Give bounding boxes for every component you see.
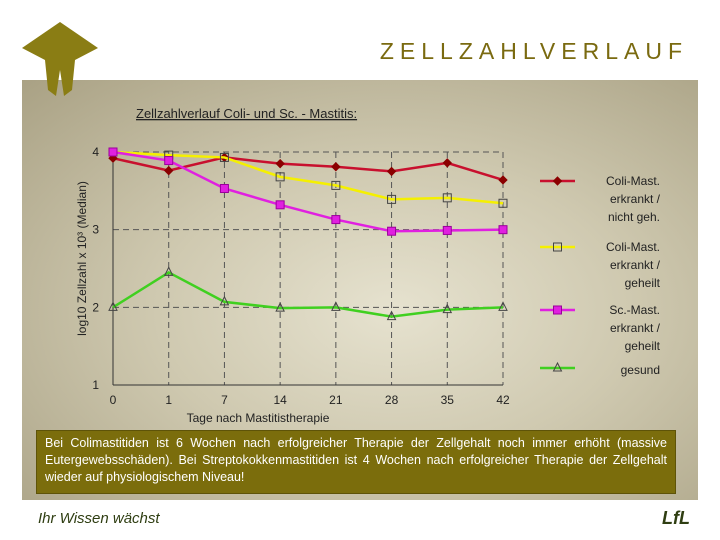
legend-marker bbox=[552, 361, 563, 372]
data-point bbox=[387, 226, 397, 236]
legend-marker bbox=[552, 176, 563, 186]
data-point bbox=[219, 184, 229, 194]
footer-slogan: Ihr Wissen wächst bbox=[38, 510, 160, 527]
data-point bbox=[275, 172, 285, 182]
x-tick-label: 7 bbox=[221, 393, 228, 407]
data-point bbox=[275, 158, 285, 169]
y-tick-label: 1 bbox=[92, 378, 99, 392]
data-point bbox=[498, 198, 508, 208]
x-tick-label: 14 bbox=[273, 393, 287, 407]
data-point bbox=[108, 147, 118, 157]
chart-title: Zellzahlverlauf Coli- und Sc. - Mastitis… bbox=[136, 106, 357, 121]
legend-label: gesund bbox=[621, 363, 660, 377]
data-point bbox=[275, 200, 285, 210]
series-line-0 bbox=[112, 156, 504, 182]
data-point bbox=[331, 180, 341, 190]
series-line-1 bbox=[112, 150, 504, 205]
data-point bbox=[164, 165, 174, 176]
data-point bbox=[498, 225, 508, 235]
x-tick-label: 21 bbox=[329, 393, 343, 407]
legend-label: Sc.-Mast. bbox=[609, 303, 660, 317]
series-line-3 bbox=[112, 270, 504, 318]
x-tick-label: 42 bbox=[496, 393, 510, 407]
series-line-2 bbox=[112, 150, 504, 233]
data-point bbox=[387, 194, 397, 204]
page-title: ZELLZAHLVERLAUF bbox=[379, 38, 688, 64]
data-point bbox=[331, 215, 341, 225]
x-tick-label: 35 bbox=[441, 393, 455, 407]
data-point bbox=[108, 301, 118, 311]
y-tick-label: 4 bbox=[92, 145, 99, 159]
y-axis-label: log10 Zellzahl x 10³ (Median) bbox=[75, 181, 89, 336]
data-point bbox=[164, 156, 174, 166]
data-point bbox=[386, 166, 397, 177]
data-point bbox=[442, 158, 452, 168]
data-point bbox=[498, 175, 508, 185]
caption-box: Bei Colimastitiden ist 6 Wochen nach erf… bbox=[36, 430, 676, 494]
legend-label: Coli-Mast. bbox=[606, 174, 660, 188]
x-axis-label: Tage nach Mastitistherapie bbox=[187, 411, 330, 425]
y-tick-label: 2 bbox=[92, 300, 99, 314]
data-point bbox=[498, 301, 508, 311]
legend-marker bbox=[553, 242, 562, 252]
data-point bbox=[442, 225, 452, 235]
data-point bbox=[331, 162, 341, 172]
y-tick-label: 3 bbox=[92, 223, 99, 237]
data-point bbox=[163, 266, 174, 276]
data-point bbox=[331, 301, 341, 311]
data-point bbox=[386, 310, 397, 321]
legend-marker bbox=[553, 305, 562, 315]
legend-label: geheilt bbox=[625, 276, 661, 290]
data-point bbox=[442, 193, 452, 203]
data-point bbox=[219, 295, 230, 306]
legend-label: geheilt bbox=[625, 339, 661, 353]
footer-logo: LfL bbox=[662, 508, 690, 528]
legend-label: erkrankt / bbox=[610, 192, 661, 206]
x-tick-label: 1 bbox=[165, 393, 172, 407]
data-point bbox=[275, 301, 285, 312]
logo-leaf-shape bbox=[22, 22, 98, 96]
legend-label: nicht geh. bbox=[608, 210, 660, 224]
legend-label: Coli-Mast. bbox=[606, 240, 660, 254]
data-point bbox=[442, 303, 453, 314]
legend-label: erkrankt / bbox=[610, 258, 661, 272]
x-tick-label: 0 bbox=[110, 393, 117, 407]
logo-mark bbox=[22, 22, 98, 96]
caption-text: Bei Colimastitiden ist 6 Wochen nach erf… bbox=[45, 436, 667, 484]
legend-label: erkrankt / bbox=[610, 321, 661, 335]
x-tick-label: 28 bbox=[385, 393, 399, 407]
data-point bbox=[219, 152, 229, 162]
